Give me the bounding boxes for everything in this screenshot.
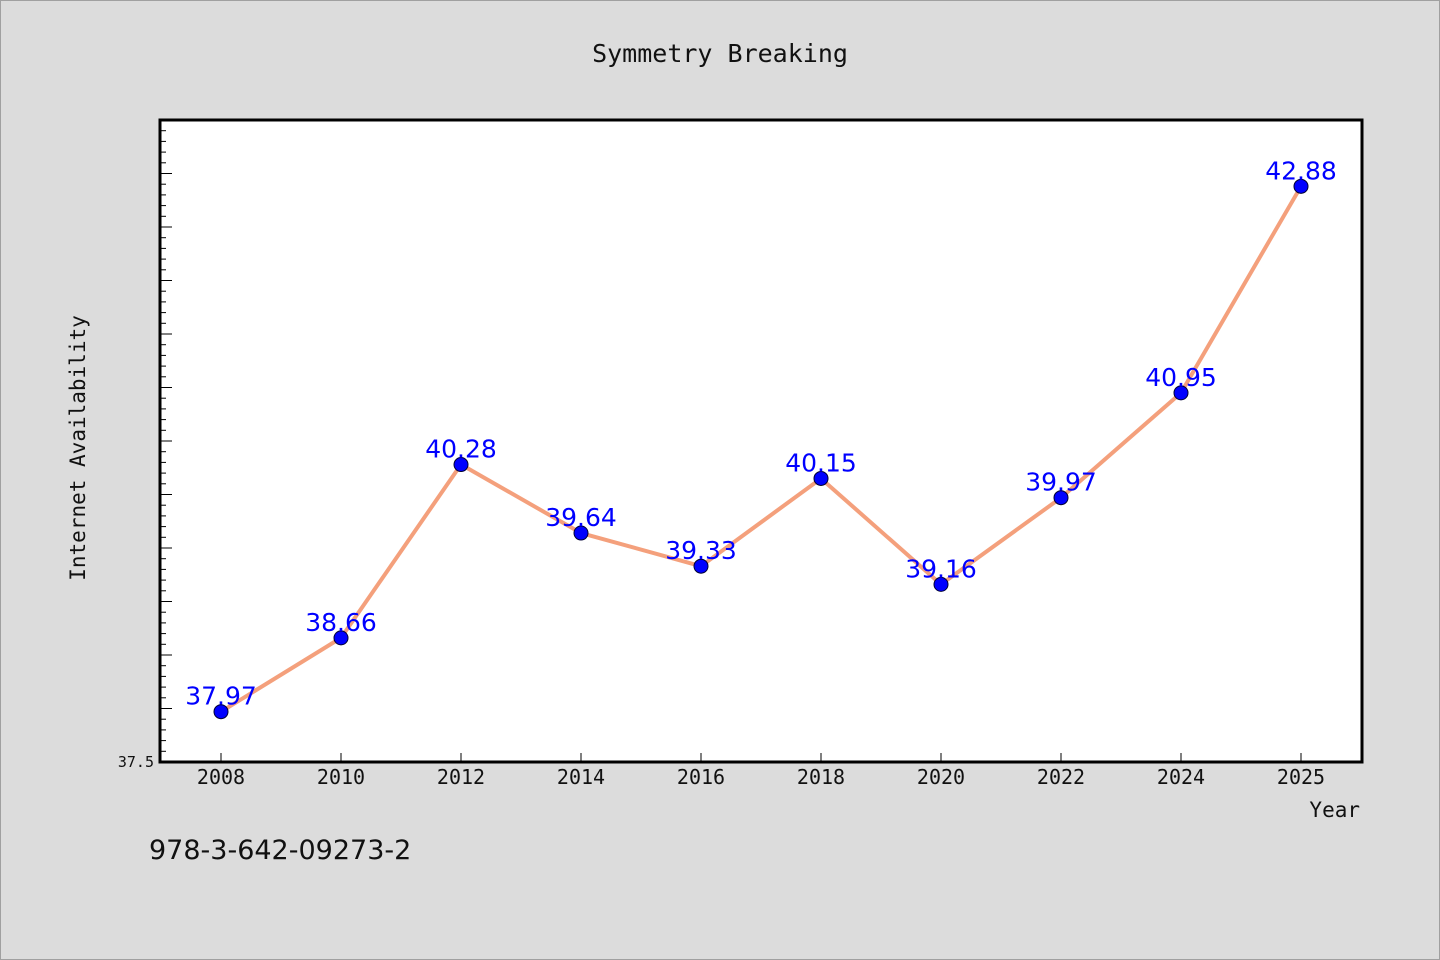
data-point	[933, 576, 949, 592]
plot-area	[160, 120, 1362, 762]
data-label: 40.15	[785, 448, 857, 477]
x-tick-label: 2024	[1157, 765, 1205, 789]
series-line	[219, 184, 1303, 714]
x-tick-label: 2008	[197, 765, 245, 789]
isbn-text: 978-3-642-09273-2	[149, 835, 412, 866]
y-tick-label: 37.5	[118, 753, 154, 771]
x-tick-label: 2010	[317, 765, 365, 789]
x-tick-label: 2012	[437, 765, 485, 789]
data-label: 38.66	[305, 608, 377, 637]
x-tick-label: 2022	[1037, 765, 1085, 789]
data-label: 37.97	[185, 682, 257, 711]
data-point	[573, 525, 589, 541]
x-tick-label: 2014	[557, 765, 605, 789]
data-label: 39.97	[1025, 468, 1097, 497]
data-point	[453, 457, 469, 473]
y-axis-label: Internet Availability	[66, 315, 90, 581]
x-tick-label: 2016	[677, 765, 725, 789]
x-tick-label: 2020	[917, 765, 965, 789]
data-labels: 37.97 38.66 40.28 39.64 39.33 40.15 39.16 39.97…	[185, 156, 1337, 710]
data-label: 39.64	[545, 503, 617, 532]
data-label: 40.95	[1145, 363, 1217, 392]
x-axis-label: Year	[1309, 798, 1360, 822]
data-label: 42.88	[1265, 156, 1337, 185]
plot-frame	[158, 118, 1364, 764]
data-label: 39.16	[905, 554, 977, 583]
chart-title: Symmetry Breaking	[592, 39, 848, 68]
x-tick-label: 2018	[797, 765, 845, 789]
data-point	[813, 470, 829, 486]
data-point	[1293, 178, 1309, 194]
data-point	[333, 630, 349, 646]
x-axis-ticks: 2008 2010 2012 2014 2016 2018 2020 2022 2024 2025	[197, 753, 1325, 789]
data-point	[213, 704, 229, 720]
x-tick-label: 2025	[1277, 765, 1325, 789]
data-point	[1053, 490, 1069, 506]
data-markers	[213, 178, 1309, 720]
data-label: 40.28	[425, 435, 497, 464]
data-point	[693, 558, 709, 574]
data-point	[1173, 385, 1189, 401]
data-label: 39.33	[665, 536, 737, 565]
